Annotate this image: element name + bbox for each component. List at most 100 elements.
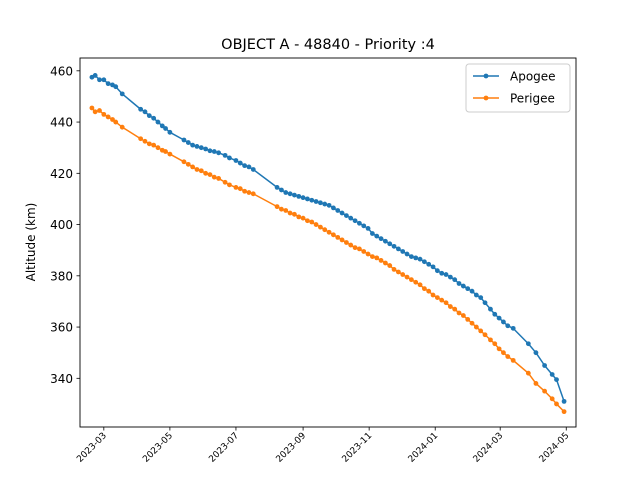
- apogee-point: [305, 196, 310, 202]
- perigee-point: [549, 396, 555, 402]
- perigee-point: [510, 357, 516, 363]
- perigee-point: [300, 215, 306, 221]
- perigee-point: [447, 304, 453, 309]
- perigee-point: [151, 142, 157, 148]
- apogee-point: [456, 281, 462, 286]
- perigee-point: [404, 274, 410, 280]
- apogee-point: [413, 255, 419, 261]
- perigee-point: [326, 229, 332, 235]
- perigee-point: [460, 313, 466, 318]
- perigee-point: [473, 324, 479, 330]
- apogee-point: [274, 185, 280, 190]
- perigee-point: [305, 218, 310, 224]
- perigee-point: [533, 381, 539, 386]
- perigee-point: [110, 117, 115, 122]
- legend-perigee-label: Perigee: [510, 92, 555, 106]
- apogee-point: [533, 350, 539, 356]
- apogee-point: [387, 241, 393, 247]
- apogee-point: [198, 145, 204, 151]
- y-axis-label: Altitude (km): [24, 203, 38, 282]
- perigee-point: [222, 179, 228, 185]
- perigee-point: [101, 111, 107, 117]
- perigee-point: [378, 258, 384, 263]
- perigee-point: [374, 255, 380, 261]
- perigee-point: [190, 164, 196, 170]
- perigee-point: [246, 190, 252, 195]
- apogee-point: [237, 160, 243, 166]
- apogee-series: [89, 73, 567, 404]
- perigee-point: [465, 316, 471, 322]
- apogee-point: [482, 300, 488, 306]
- perigee-point: [492, 341, 498, 347]
- apogee-point: [460, 283, 466, 289]
- perigee-point: [92, 109, 98, 115]
- apogee-point: [279, 187, 284, 193]
- perigee-point: [207, 172, 213, 177]
- apogee-point: [326, 202, 332, 208]
- apogee-point: [408, 254, 414, 259]
- apogee-point: [119, 91, 125, 97]
- apogee-point: [488, 306, 493, 312]
- apogee-point: [404, 251, 410, 257]
- perigee-point: [105, 114, 111, 120]
- perigee-point: [361, 249, 367, 254]
- apogee-point: [227, 155, 232, 161]
- perigee-point: [395, 269, 401, 275]
- perigee-point: [348, 242, 354, 248]
- apogee-point: [357, 220, 362, 226]
- perigee-point: [142, 138, 148, 144]
- perigee-point: [237, 186, 243, 192]
- apogee-point: [292, 192, 297, 198]
- apogee-point: [159, 123, 165, 129]
- perigee-point: [119, 124, 125, 130]
- apogee-point: [242, 163, 248, 169]
- legend: Apogee Perigee: [465, 63, 571, 113]
- perigee-point: [439, 297, 445, 303]
- apogee-point: [469, 288, 475, 294]
- perigee-point: [408, 277, 414, 283]
- perigee-point: [309, 219, 315, 225]
- legend-apogee-label: Apogee: [510, 70, 556, 84]
- perigee-point: [89, 105, 95, 111]
- apogee-point: [374, 233, 380, 239]
- perigee-point: [501, 350, 506, 356]
- apogee-point: [105, 81, 111, 87]
- perigee-point: [279, 206, 284, 212]
- perigee-point: [561, 409, 567, 415]
- perigee-point: [194, 167, 200, 172]
- apogee-point: [339, 210, 345, 216]
- apogee-point: [283, 190, 289, 195]
- perigee-point: [335, 234, 341, 240]
- apogee-point: [417, 256, 423, 262]
- y-tick-label: 400: [50, 218, 73, 232]
- perigee-point: [198, 168, 204, 174]
- apogee-point: [287, 191, 293, 197]
- apogee-point: [505, 323, 511, 329]
- perigee-point: [283, 208, 289, 213]
- perigee-point: [227, 182, 232, 188]
- perigee-point: [216, 176, 222, 181]
- apogee-point: [395, 246, 401, 252]
- apogee-point: [554, 377, 559, 382]
- perigee-point: [488, 337, 493, 343]
- perigee-point: [482, 332, 488, 338]
- perigee-point: [233, 185, 239, 190]
- apogee-point: [382, 238, 388, 244]
- apogee-point: [344, 213, 349, 218]
- apogee-point: [155, 119, 161, 125]
- apogee-point: [352, 218, 358, 224]
- apogee-point: [300, 195, 306, 201]
- apogee-point: [542, 363, 547, 368]
- perigee-point: [313, 222, 319, 227]
- perigee-point: [443, 300, 449, 306]
- perigee-point: [322, 227, 328, 233]
- apogee-point: [378, 236, 384, 242]
- apogee-point: [426, 261, 432, 267]
- apogee-point: [492, 311, 498, 317]
- apogee-point: [361, 223, 367, 229]
- apogee-point: [194, 144, 200, 149]
- apogee-point: [501, 319, 506, 325]
- perigee-point: [274, 204, 280, 210]
- perigee-point: [344, 240, 349, 245]
